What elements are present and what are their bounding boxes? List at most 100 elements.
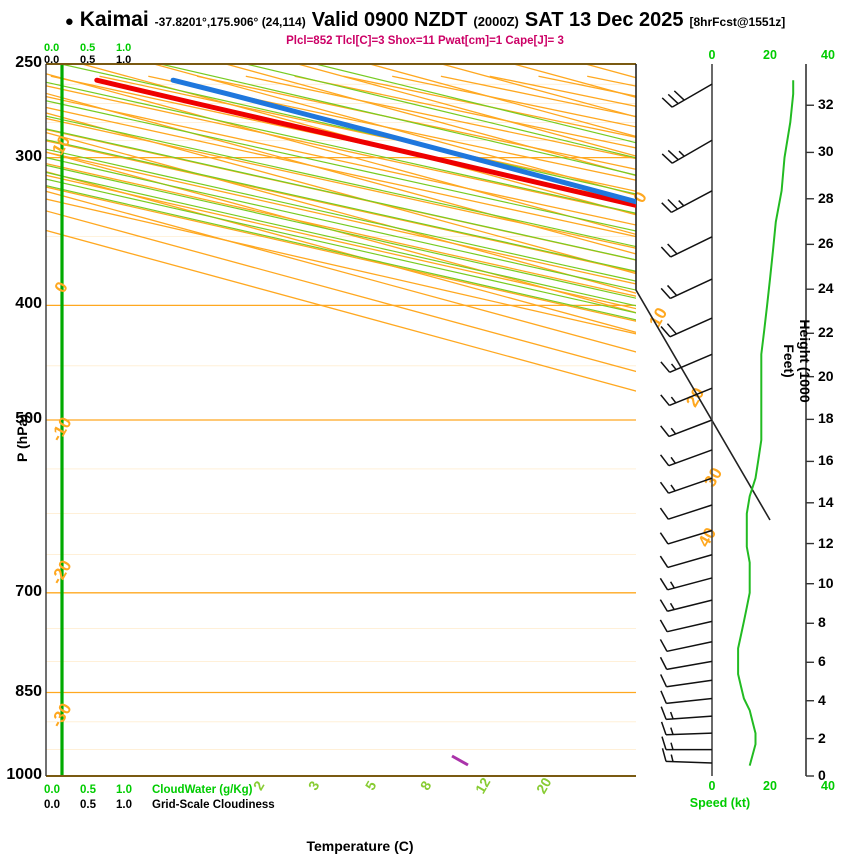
- wind-barb-3: [660, 236, 713, 258]
- stability-indices: Plcl=852 Tlcl[C]=3 Shox=11 Pwat[cm]=1 Ca…: [286, 35, 564, 47]
- wind-barb-0: [661, 83, 713, 108]
- curve-dewpoint: [170, 77, 636, 205]
- height-axis-title: Height (1000 Feet): [781, 319, 813, 403]
- dry-adiabat-160: [489, 75, 636, 107]
- cloudwater-top-tick-0: 0.0: [44, 42, 60, 54]
- mixing-ratio-label-5: 20: [533, 775, 555, 797]
- station-coordinates: -37.8201°,175.906° (24,114): [154, 15, 306, 29]
- wind-barb-22: [660, 721, 713, 736]
- sounding-curves: [94, 77, 636, 767]
- moist-adiabat--5: [46, 148, 636, 282]
- isotherm--60: [46, 112, 636, 275]
- dry-adiabat-0: [46, 151, 636, 285]
- curve-temperature: [94, 77, 636, 208]
- isotherm-label-right-2: 30: [700, 464, 726, 490]
- dry-adiabat-120: [294, 75, 636, 149]
- height-label-26: 26: [818, 235, 834, 252]
- pressure-label-300: 300: [15, 147, 42, 165]
- wind-barb-16: [659, 619, 713, 633]
- wind-speed-profile: [737, 80, 795, 766]
- dry-adiabat-10: [46, 140, 636, 273]
- dry-adiabat-130: [343, 75, 636, 139]
- valid-time: Valid 0900 NZDT: [311, 9, 468, 31]
- height-label-32: 32: [818, 96, 834, 113]
- dry-adiabat--20: [46, 174, 636, 310]
- pressure-axis-title: P (hPa): [14, 414, 30, 462]
- wind-barb-7: [660, 387, 713, 407]
- pressure-label-250: 250: [15, 54, 42, 71]
- moist-adiabat--10: [46, 156, 636, 291]
- dry-adiabat-60: [46, 85, 636, 215]
- cloudiness-bottom-tick-1: 0.5: [80, 799, 96, 811]
- wind-barb-2: [661, 190, 713, 214]
- dry-adiabat-lines: [46, 75, 636, 335]
- wind-barb-21: [660, 706, 713, 721]
- plot-frame: [45, 63, 771, 777]
- wind-barb-20: [660, 690, 713, 705]
- wind-barb-19: [659, 674, 713, 688]
- temperature-axis-title: Temperature (C): [306, 838, 414, 854]
- wind-barb-9: [659, 449, 713, 467]
- dry-adiabat-50: [46, 95, 636, 226]
- cloudwater-axis-title: CloudWater (g/Kg): [152, 784, 253, 796]
- wind-barb-11: [659, 504, 713, 520]
- cloudwater-top-tick-1: 0.5: [80, 42, 96, 54]
- isotherm-label-left-4: -30: [47, 700, 76, 731]
- pressure-label-500: 500: [15, 410, 42, 427]
- isotherm-label-right-1: 10: [645, 304, 671, 330]
- wind-barb-8: [660, 419, 713, 438]
- mixing-ratio-label-1: 3: [305, 778, 323, 793]
- wind-barb-1: [661, 139, 713, 164]
- station-name: Kaimai: [79, 8, 149, 31]
- station-marker-icon: ●: [64, 13, 74, 30]
- pressure-label-850: 850: [15, 682, 42, 700]
- dry-adiabat-30: [46, 117, 636, 249]
- pressure-label-1000: 1000: [6, 766, 42, 783]
- height-axis-line: [805, 64, 814, 777]
- wind-barb-17: [659, 639, 713, 653]
- cloudiness-axis-title: Grid-Scale Cloudiness: [152, 799, 275, 811]
- height-label-28: 28: [818, 189, 834, 206]
- valid-time-zulu: (2000Z): [473, 14, 519, 29]
- height-label-16: 16: [818, 452, 834, 469]
- speed-label-bot-0: 0: [708, 779, 716, 793]
- isotherm--40: [46, 73, 636, 236]
- isotherm-label-left-2: -10: [47, 414, 76, 445]
- speed-label-top-20: 20: [763, 48, 777, 62]
- height-label-8: 8: [818, 614, 826, 631]
- dry-adiabat-150: [440, 75, 636, 118]
- wind-barb-4: [660, 278, 713, 300]
- dry-adiabat--10: [46, 162, 636, 297]
- wind-barb-24: [661, 748, 713, 764]
- dry-adiabat-140: [392, 75, 636, 128]
- mixing-ratio-label-4: 12: [472, 775, 494, 797]
- wind-barb-12: [659, 529, 713, 545]
- isotherm-label-left-3: -20: [47, 557, 76, 588]
- moist-adiabat--20: [46, 171, 636, 307]
- dry-adiabat-110: [245, 75, 636, 160]
- height-label-4: 4: [818, 691, 826, 708]
- cloudwater-top-tick-2: 1.0: [116, 42, 132, 54]
- wind-barb-column: [659, 64, 713, 776]
- valid-date: SAT 13 Dec 2025: [524, 9, 684, 31]
- dry-adiabat--40: [46, 198, 636, 335]
- speed-profile-curve: [737, 80, 795, 766]
- height-label-30: 30: [818, 143, 834, 160]
- dry-adiabat-180: [587, 75, 636, 87]
- isotherm--30: [81, 64, 636, 216]
- isotherm--20: [153, 64, 636, 196]
- wind-barb-5: [660, 317, 713, 338]
- dry-adiabat-90: [148, 75, 636, 181]
- chart-header: ● Kaimai -37.8201°,175.906° (24,114) Val…: [0, 8, 850, 34]
- height-label-18: 18: [818, 410, 834, 427]
- height-label-14: 14: [818, 493, 834, 510]
- forecast-stamp: [8hrFcst@1551z]: [689, 15, 786, 29]
- height-label-24: 24: [818, 280, 834, 297]
- dry-adiabat-20: [46, 128, 636, 261]
- isotherm-label-right-4: 40: [694, 524, 720, 550]
- speed-label-top-40: 40: [821, 48, 835, 62]
- speed-label-bot-20: 20: [763, 779, 777, 793]
- height-label-10: 10: [818, 574, 834, 591]
